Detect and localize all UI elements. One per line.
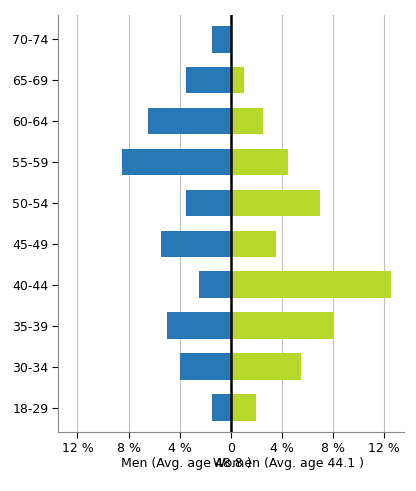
Bar — [161, 231, 231, 257]
Bar — [231, 108, 263, 135]
Bar — [186, 190, 231, 216]
Bar — [180, 354, 231, 380]
Text: Men (Avg. age 48.8 ): Men (Avg. age 48.8 ) — [121, 457, 251, 470]
Bar — [212, 26, 231, 53]
Bar — [148, 108, 231, 135]
Bar — [186, 67, 231, 93]
Bar — [231, 231, 276, 257]
Bar — [231, 354, 301, 380]
Bar — [122, 149, 231, 175]
Text: Women (Avg. age 44.1 ): Women (Avg. age 44.1 ) — [213, 457, 364, 470]
Bar — [231, 394, 256, 421]
Bar — [231, 272, 391, 298]
Bar — [231, 67, 244, 93]
Bar — [231, 149, 288, 175]
Bar — [199, 272, 231, 298]
Bar — [231, 190, 320, 216]
Bar — [212, 394, 231, 421]
Bar — [167, 312, 231, 339]
Bar — [231, 312, 333, 339]
